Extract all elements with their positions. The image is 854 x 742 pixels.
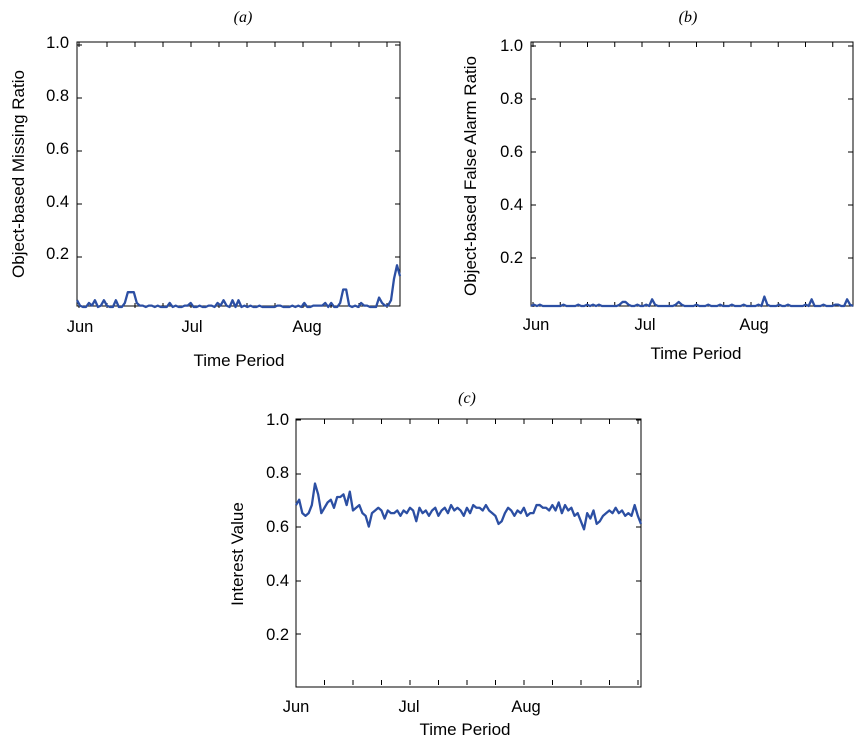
panel-a-ytick-label: 0.8	[46, 87, 69, 105]
panel-b: (b) 1.0 0.8 0.6 0.4 0.2 Jun Jul Aug Time…	[461, 9, 854, 363]
panel-b-title: (b)	[679, 9, 698, 26]
panel-c-xtick-label: Jul	[398, 698, 419, 716]
panel-b-xtick-label: Aug	[739, 316, 768, 334]
panel-b-y-axis-label: Object-based False Alarm Ratio	[461, 56, 480, 296]
panel-b-ytick-label: 0.6	[500, 143, 523, 161]
panel-a-y-axis-label: Object-based Missing Ratio	[9, 70, 28, 278]
panel-c-ytick-label: 0.4	[266, 572, 289, 590]
panel-a-series-line	[75, 264, 402, 309]
panel-a-xtick-label: Jun	[67, 318, 94, 336]
panel-c-ytick-label: 1.0	[266, 411, 289, 429]
panel-c-xtick-label: Jun	[283, 698, 310, 716]
panel-a-x-tick-marks	[78, 42, 388, 308]
panel-c-title: (c)	[458, 390, 476, 407]
panel-b-axes-frame	[530, 41, 854, 307]
panel-c-ytick-label: 0.8	[266, 464, 289, 482]
panel-b-series-line	[530, 295, 854, 308]
panel-c-ytick-label: 0.6	[266, 518, 289, 536]
panel-c-axes-frame	[295, 418, 642, 688]
panel-a: (a) 1.0 0.8 0.6 0.4 0.2 Jun Jul Aug Time…	[9, 9, 402, 370]
panel-a-ytick-label: 0.4	[46, 193, 69, 211]
panel-c-xtick-label: Aug	[511, 698, 540, 716]
panel-a-x-axis-label: Time Period	[193, 351, 284, 370]
panel-a-ytick-label: 0.6	[46, 140, 69, 158]
panel-b-x-tick-marks	[532, 42, 834, 307]
panel-c-x-tick-marks	[295, 419, 639, 685]
panel-c-ytick-label: 0.2	[266, 626, 289, 644]
panel-b-y-tick-marks	[531, 45, 853, 259]
panel-b-xtick-label: Jul	[634, 316, 655, 334]
panel-a-title: (a)	[234, 9, 253, 26]
panel-b-ytick-label: 1.0	[500, 37, 523, 55]
panel-a-xtick-label: Jul	[181, 318, 202, 336]
panel-b-xtick-label: Jun	[523, 316, 550, 334]
panel-a-ytick-label: 0.2	[46, 245, 69, 263]
panel-c-x-axis-label: Time Period	[419, 720, 510, 739]
panel-c-y-axis-label: Interest Value	[228, 502, 247, 606]
panel-a-ytick-label: 1.0	[46, 34, 69, 52]
panel-c: (c) 1.0 0.8 0.6 0.4 0.2 Jun Jul Aug Time…	[228, 390, 643, 739]
panel-a-axes-frame	[76, 41, 401, 307]
panel-b-ytick-label: 0.8	[500, 90, 523, 108]
panel-a-y-tick-marks	[77, 44, 400, 258]
panel-b-ytick-label: 0.2	[500, 249, 523, 267]
panel-c-y-tick-marks	[296, 419, 641, 635]
panel-c-series-line	[295, 482, 643, 531]
panel-a-xtick-label: Aug	[292, 318, 321, 336]
panel-b-ytick-label: 0.4	[500, 196, 523, 214]
panel-b-x-axis-label: Time Period	[650, 344, 741, 363]
